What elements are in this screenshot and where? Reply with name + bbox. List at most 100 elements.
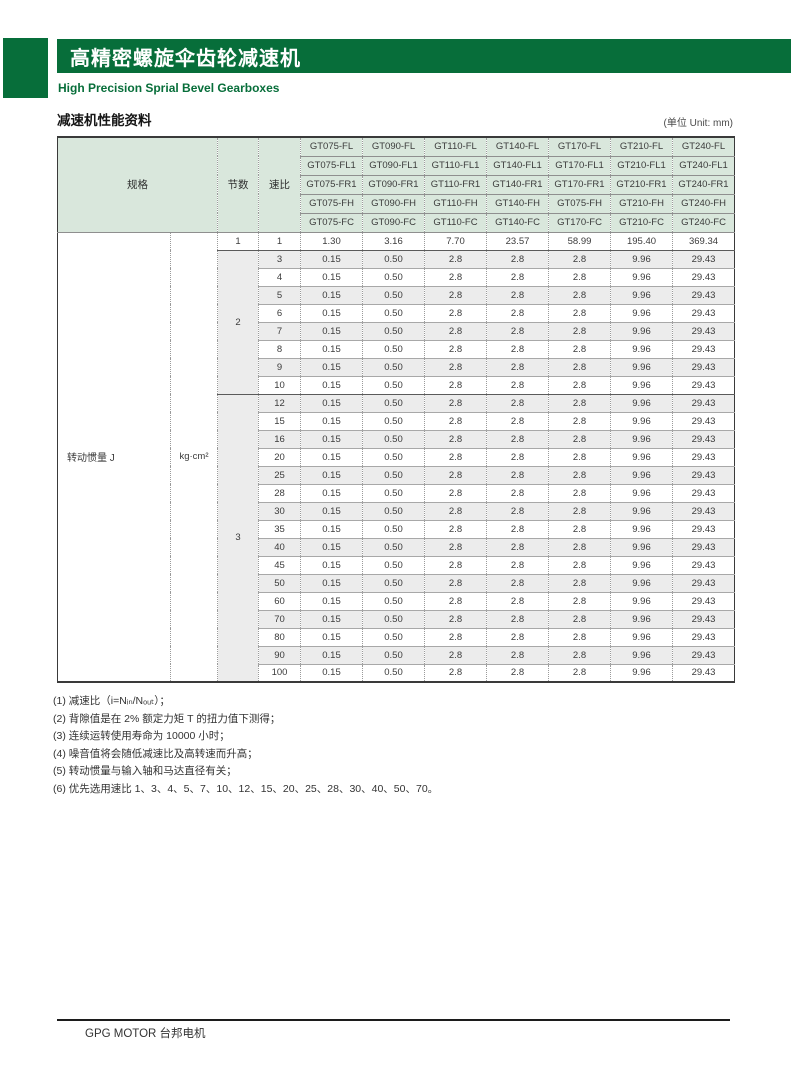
model-header-cell: GT140-FL [486,137,549,157]
value-cell: 2.8 [486,375,549,394]
value-cell: 0.15 [300,645,363,664]
ratio-cell: 15 [258,411,301,430]
model-header-cell: GT090-FR1 [362,175,425,195]
model-header-cell: GT110-FL [424,137,487,157]
value-cell: 2.8 [486,429,549,448]
value-cell: 2.8 [486,303,549,322]
value-cell: 29.43 [672,663,735,682]
value-cell: 2.8 [424,519,487,538]
value-cell: 3.16 [362,231,425,250]
model-header-cell: GT210-FL [610,137,673,157]
spec-unit-cell: kg·cm² [170,231,218,682]
ratio-cell: 70 [258,609,301,628]
table-row: 4 0.15 0.50 2.8 2.8 2.8 9.96 29.43 [58,267,735,286]
value-cell: 2.8 [548,375,611,394]
ratio-cell: 5 [258,285,301,304]
value-cell: 0.15 [300,483,363,502]
ratio-cell: 25 [258,465,301,484]
ratio-cell: 9 [258,357,301,376]
model-header-cell: GT240-FR1 [672,175,735,195]
table-header: 规格 节数 速比 GT075-FL GT090-FL GT110-FL GT140-FL GT… [57,137,735,233]
value-cell: 9.96 [610,645,673,664]
ratio-cell: 50 [258,573,301,592]
value-cell: 0.50 [362,627,425,646]
value-cell: 2.8 [486,555,549,574]
value-cell: 2.8 [486,267,549,286]
value-cell: 2.8 [486,537,549,556]
ratio-cell: 100 [258,663,301,682]
model-header-cell: GT090-FC [362,213,425,233]
value-cell: 9.96 [610,483,673,502]
value-cell: 0.50 [362,609,425,628]
model-header-cell: GT110-FL1 [424,156,487,176]
value-cell: 29.43 [672,465,735,484]
value-cell: 2.8 [424,573,487,592]
value-cell: 2.8 [424,321,487,340]
value-cell: 0.50 [362,393,425,412]
value-cell: 9.96 [610,627,673,646]
value-cell: 29.43 [672,393,735,412]
value-cell: 0.50 [362,357,425,376]
value-cell: 9.96 [610,357,673,376]
value-cell: 2.8 [424,465,487,484]
value-cell: 195.40 [610,231,673,250]
value-cell: 0.15 [300,249,363,268]
value-cell: 0.15 [300,591,363,610]
value-cell: 0.15 [300,375,363,394]
value-cell: 2.8 [424,303,487,322]
value-cell: 2.8 [486,483,549,502]
model-header-cell: GT090-FL1 [362,156,425,176]
value-cell: 0.50 [362,447,425,466]
value-cell: 2.8 [548,519,611,538]
value-cell: 2.8 [486,393,549,412]
value-cell: 0.50 [362,465,425,484]
value-cell: 2.8 [548,573,611,592]
ratio-header-cell: 速比 [258,137,301,233]
value-cell: 0.50 [362,519,425,538]
section-title: 减速机性能资料 [57,113,152,128]
table-row: 70 0.15 0.50 2.8 2.8 2.8 9.96 29.43 [58,609,735,628]
model-header-cell: GT140-FL1 [486,156,549,176]
value-cell: 9.96 [610,573,673,592]
value-cell: 2.8 [486,447,549,466]
table-row: 90 0.15 0.50 2.8 2.8 2.8 9.96 29.43 [58,645,735,664]
value-cell: 2.8 [548,321,611,340]
model-header-cell: GT210-FH [610,194,673,214]
model-header-cell: GT140-FC [486,213,549,233]
table-row: 30 0.15 0.50 2.8 2.8 2.8 9.96 29.43 [58,501,735,520]
value-cell: 2.8 [424,609,487,628]
value-cell: 29.43 [672,429,735,448]
value-cell: 2.8 [424,483,487,502]
value-cell: 2.8 [424,249,487,268]
table-row: 5 0.15 0.50 2.8 2.8 2.8 9.96 29.43 [58,285,735,304]
value-cell: 0.15 [300,393,363,412]
value-cell: 2.8 [548,249,611,268]
table-row: 8 0.15 0.50 2.8 2.8 2.8 9.96 29.43 [58,339,735,358]
value-cell: 9.96 [610,591,673,610]
value-cell: 0.15 [300,465,363,484]
value-cell: 2.8 [548,303,611,322]
ratio-cell: 80 [258,627,301,646]
model-header-cell: GT240-FC [672,213,735,233]
value-cell: 0.15 [300,663,363,682]
value-cell: 9.96 [610,537,673,556]
value-cell: 9.96 [610,555,673,574]
model-header-cell: GT140-FH [486,194,549,214]
value-cell: 2.8 [548,591,611,610]
value-cell: 0.50 [362,321,425,340]
value-cell: 0.50 [362,501,425,520]
value-cell: 0.15 [300,627,363,646]
value-cell: 2.8 [548,393,611,412]
value-cell: 0.50 [362,663,425,682]
model-header-cell: GT170-FL1 [548,156,611,176]
value-cell: 2.8 [424,429,487,448]
model-header-cell: GT075-FL [300,137,363,157]
model-header-cell: GT110-FC [424,213,487,233]
table-row: 16 0.15 0.50 2.8 2.8 2.8 9.96 29.43 [58,429,735,448]
value-cell: 2.8 [424,645,487,664]
value-cell: 0.50 [362,339,425,358]
footnote-1: (1) 减速比（i=Nᵢₙ/Nₒᵤₜ）； [53,695,170,707]
table-row: 100 0.15 0.50 2.8 2.8 2.8 9.96 29.43 [58,663,735,682]
